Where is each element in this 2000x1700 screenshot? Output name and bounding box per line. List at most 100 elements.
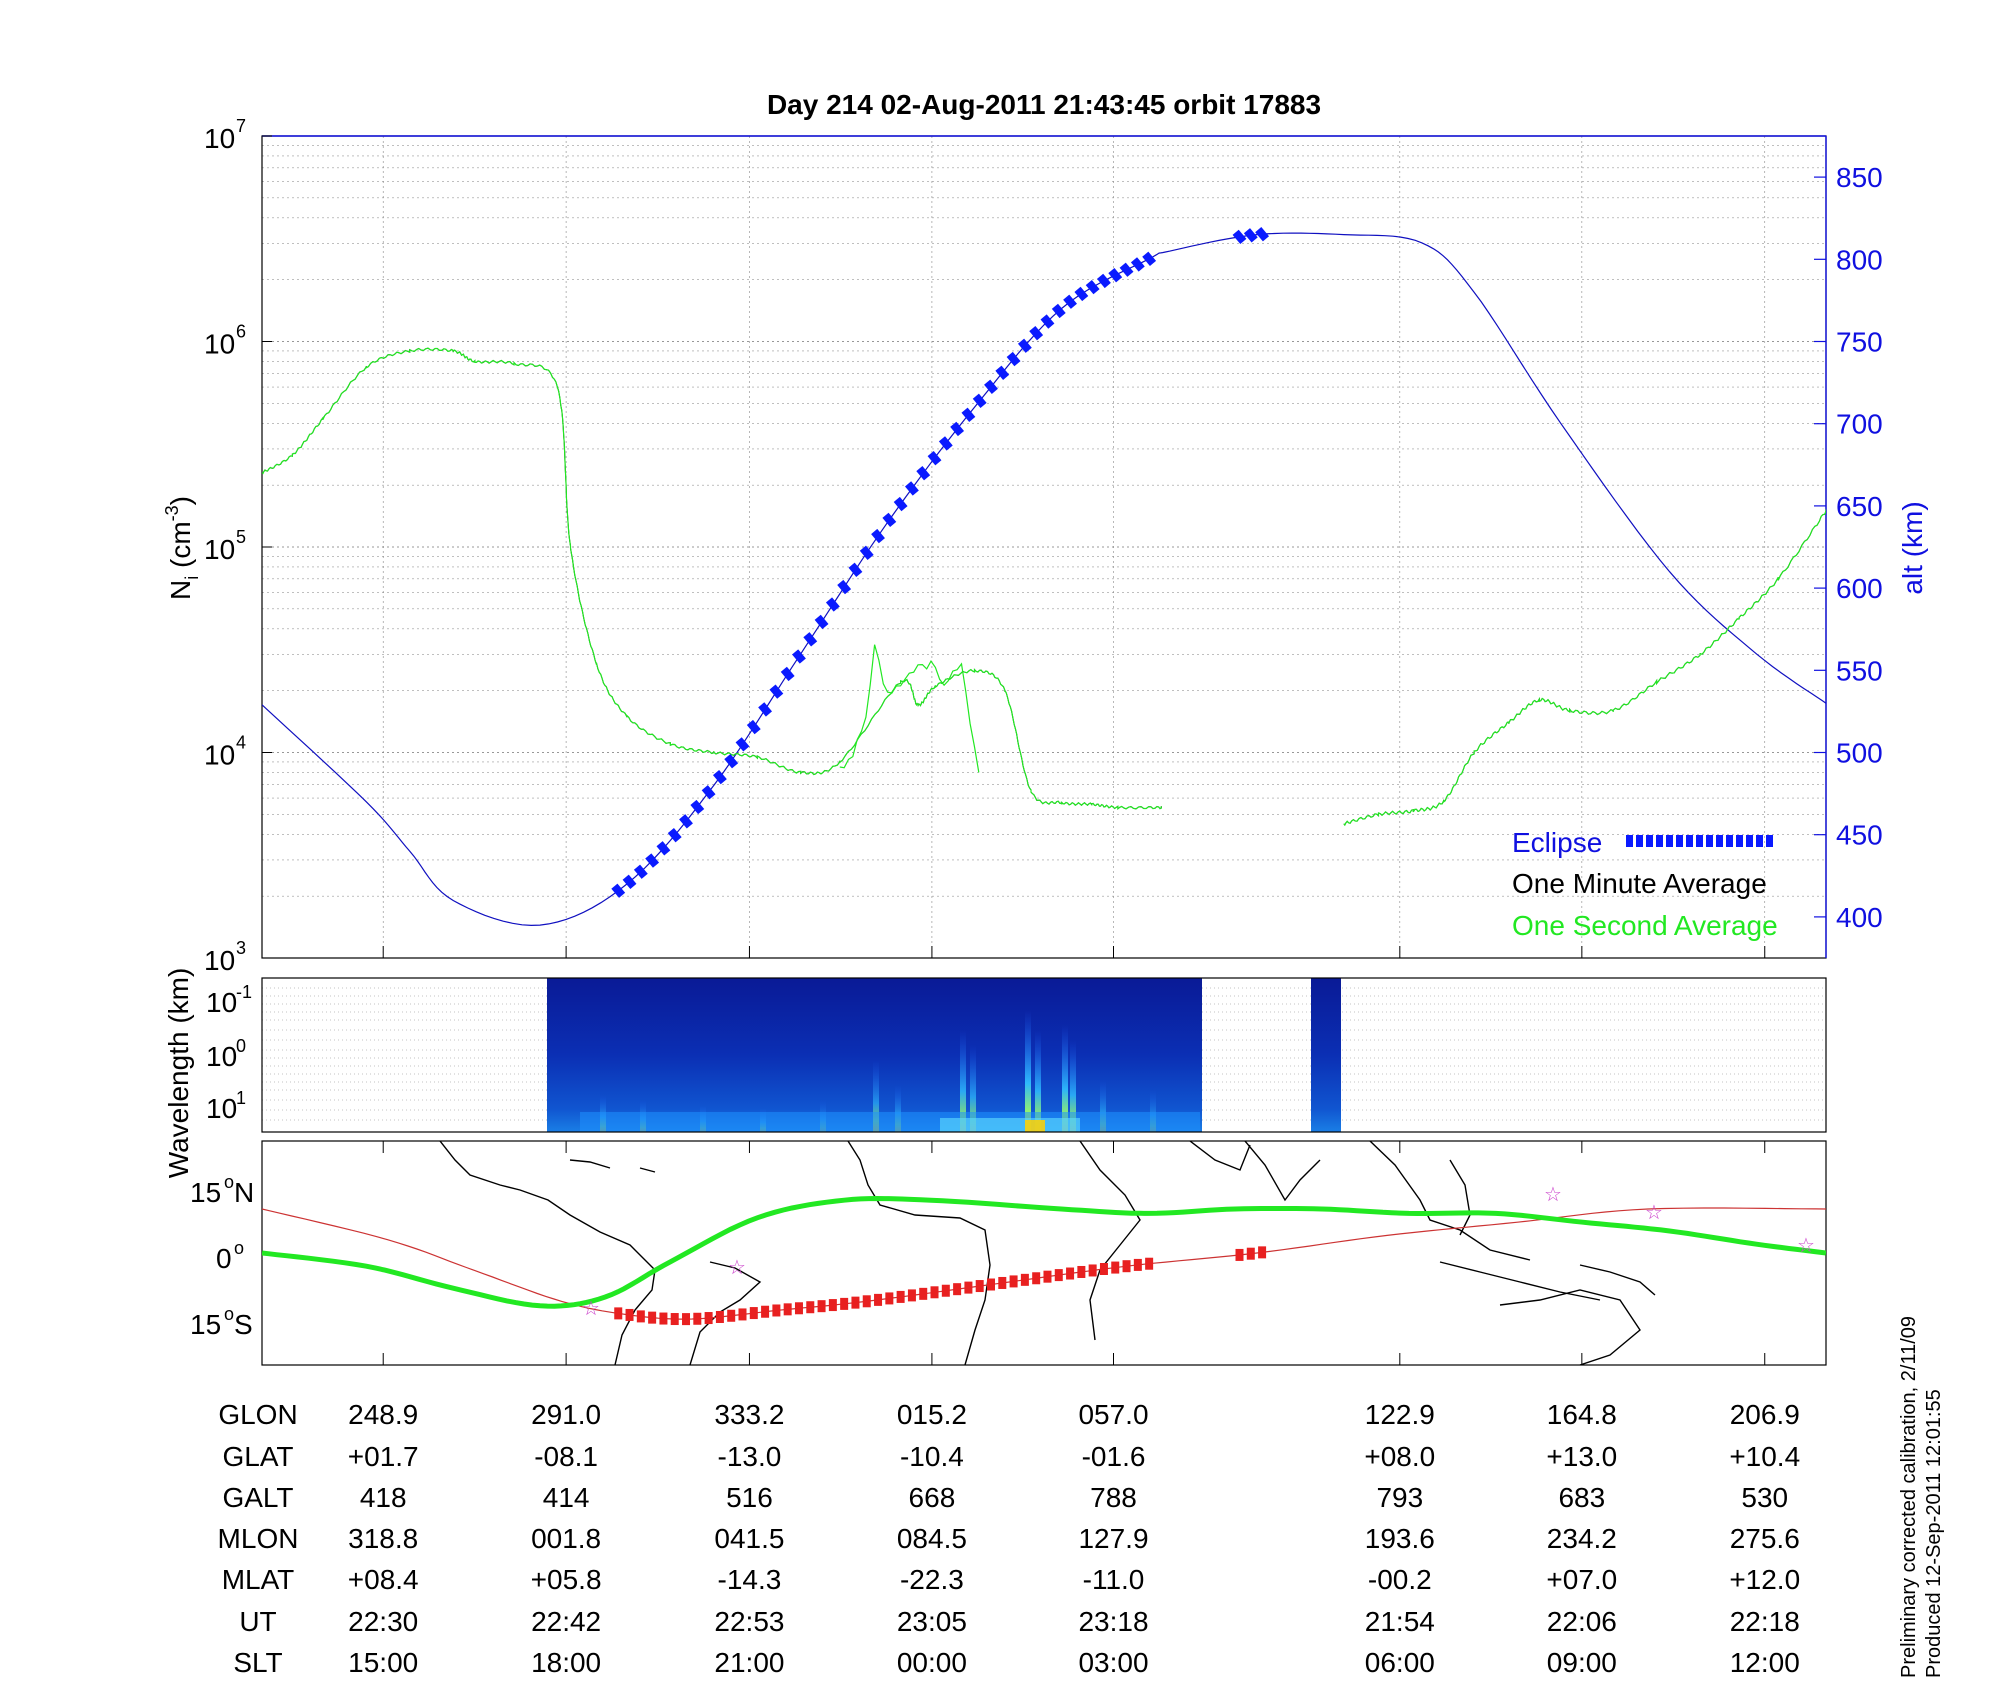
altitude-curve (262, 232, 1826, 927)
table-cell: 127.9 (1078, 1523, 1148, 1554)
track-eclipse-marker (806, 1301, 815, 1314)
table-cell: +01.7 (348, 1441, 419, 1472)
eclipse-marker (645, 853, 660, 868)
table-cell: 09:00 (1547, 1647, 1617, 1678)
eclipse-marker (905, 481, 919, 496)
eclipse-marker (701, 785, 716, 800)
track-eclipse-marker (1032, 1272, 1041, 1285)
legend-eclipse-mark (1696, 835, 1703, 847)
table-row-label: MLON (218, 1523, 299, 1554)
spectrum-y-tick-3: 10 1 (206, 1088, 246, 1124)
track-eclipse-marker (1088, 1264, 1097, 1277)
altitude-y-label: alt (km) (1897, 501, 1928, 594)
track-eclipse-marker (772, 1304, 781, 1317)
eclipse-marker (893, 496, 908, 512)
table-cell: 248.9 (348, 1399, 418, 1430)
altitude-y-tick-label: 450 (1836, 820, 1883, 851)
table-cell: +07.0 (1546, 1564, 1617, 1595)
track-eclipse-marker (727, 1309, 736, 1322)
track-eclipse-marker (907, 1289, 916, 1302)
table-cell: 001.8 (531, 1523, 601, 1554)
spectrum-y-tick-3-base: 10 (206, 1093, 237, 1124)
density-y-tick-base: 10 (204, 329, 235, 360)
legend-eclipse-mark (1706, 835, 1713, 847)
eclipse-markers (611, 227, 1270, 898)
footnote-line-2: Produced 12-Sep-2011 12:01:55 (1923, 1389, 1945, 1678)
density-gridlines (262, 136, 1826, 959)
map-y-tick-1-hem: N (234, 1177, 254, 1208)
track-eclipse-marker (1009, 1275, 1018, 1288)
table-cell: 318.8 (348, 1523, 418, 1554)
spectrum-y-tick-1: 10 -1 (206, 982, 252, 1018)
coast-americas (439, 1141, 656, 1365)
eclipse-marker (1006, 351, 1021, 367)
legend-eclipse-mark (1626, 835, 1633, 847)
table-row-label: GLAT (222, 1441, 293, 1472)
table-cell: 015.2 (897, 1399, 967, 1430)
altitude-y-tick-label: 850 (1836, 162, 1883, 193)
track-eclipse-marker (1099, 1262, 1108, 1275)
table-cell: 418 (360, 1482, 407, 1513)
table-cell: 122.9 (1365, 1399, 1435, 1430)
spectrum-streak (873, 1060, 879, 1132)
spectrum-y-tick-2: 10 0 (206, 1036, 246, 1072)
coast-arabia (1189, 1141, 1251, 1171)
track-eclipse-marker (682, 1313, 691, 1326)
table-cell: -13.0 (718, 1441, 782, 1472)
track-eclipse-marker (715, 1310, 724, 1323)
density-second-segment-2 (1343, 509, 1826, 827)
spectrum-streak (1070, 1040, 1076, 1132)
eclipse-marker (984, 379, 998, 394)
map-plot-frame (261, 1140, 1827, 1366)
eclipse-marker (871, 528, 885, 544)
table-cell: 00:00 (897, 1647, 967, 1678)
track-eclipse-marker (1054, 1269, 1063, 1282)
density-y-label-exp: -3 (162, 505, 182, 521)
altitude-y-tick-label: 650 (1836, 491, 1883, 522)
table-cell: 206.9 (1730, 1399, 1800, 1430)
track-eclipse-marker (783, 1303, 792, 1316)
table-cell: 516 (726, 1482, 773, 1513)
spectrum-low-band (580, 1112, 1200, 1132)
spectrum-y-tick-2-exp: 0 (236, 1036, 246, 1056)
table-cell: 788 (1090, 1482, 1137, 1513)
eclipse-marker (769, 684, 784, 699)
coast-philippines (1449, 1159, 1471, 1236)
eclipse-marker (724, 754, 739, 769)
table-cell: +08.4 (348, 1564, 419, 1595)
eclipse-marker (1243, 228, 1258, 243)
altitude-y-tick-label: 750 (1836, 327, 1883, 358)
track-eclipse-marker (975, 1280, 984, 1293)
track-eclipse-marker (1246, 1247, 1255, 1260)
eclipse-marker (792, 649, 806, 664)
table-cell: 683 (1558, 1482, 1605, 1513)
table-row-label: SLT (233, 1647, 282, 1678)
table-cell: 234.2 (1547, 1523, 1617, 1554)
table-cell: -11.0 (1083, 1564, 1145, 1595)
track-eclipse-marker (625, 1308, 634, 1321)
legend-eclipse-mark (1756, 835, 1763, 847)
altitude-y-tick-label: 400 (1836, 902, 1883, 933)
coast-africa-east (1079, 1141, 1141, 1341)
coast-india (1244, 1141, 1321, 1202)
table-cell: +08.0 (1364, 1441, 1435, 1472)
spectrum-y-label: Wavelength (km) (163, 968, 194, 1179)
table-cell: -08.1 (534, 1441, 598, 1472)
table-cell: 530 (1741, 1482, 1788, 1513)
eclipse-marker (1108, 267, 1123, 283)
spectrum-streak (1035, 1030, 1041, 1132)
table-cell: 21:00 (714, 1647, 784, 1678)
spectrum-streak (895, 1085, 901, 1132)
density-y-tick-exp: 6 (236, 322, 246, 342)
eclipse-marker (803, 632, 818, 647)
eclipse-marker (780, 666, 795, 682)
table-cell: 03:00 (1078, 1647, 1148, 1678)
track-eclipse-marker (828, 1299, 837, 1312)
table-row-label: GLON (218, 1399, 297, 1430)
density-x-ticks (382, 946, 1766, 958)
density-second-segment-1 (262, 347, 1162, 810)
map-panel: ☆ ☆ ☆ ☆ ☆ 15 o N 0 o 15 o S (190, 1140, 1827, 1366)
spectrum-streaks (580, 1010, 1200, 1132)
legend-eclipse-mark (1686, 835, 1693, 847)
table-cell: 22:06 (1547, 1606, 1617, 1637)
